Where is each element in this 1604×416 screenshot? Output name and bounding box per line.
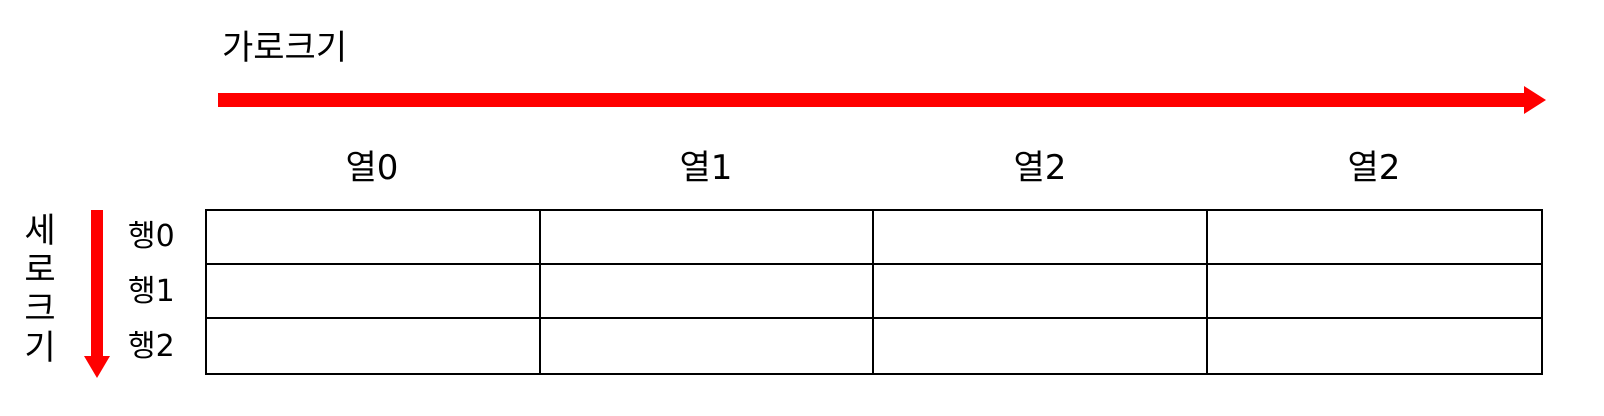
grid-cell — [207, 265, 541, 319]
row-header-1: 행1 — [128, 274, 175, 309]
grid-cell — [874, 265, 1208, 319]
grid-cell — [207, 319, 541, 373]
column-header-0: 열0 — [345, 148, 399, 188]
vertical-size-label-char: 세 — [24, 211, 56, 251]
grid-cell — [1207, 211, 1541, 265]
vertical-size-label-char: 기 — [24, 328, 56, 368]
vertical-size-label-char: 크 — [24, 289, 56, 329]
grid-cell — [540, 211, 874, 265]
grid-table — [205, 209, 1543, 375]
grid-cell — [1207, 265, 1541, 319]
column-header-2: 열2 — [1013, 148, 1067, 188]
vertical-size-label: 세 로 크 기 — [20, 212, 60, 368]
horizontal-arrow-icon — [218, 86, 1546, 114]
horizontal-size-label: 가로크기 — [222, 28, 348, 68]
column-header-1: 열1 — [679, 148, 733, 188]
vertical-arrow-icon — [84, 210, 110, 378]
row-header-2: 행2 — [128, 329, 175, 364]
row-header-0: 행0 — [128, 219, 175, 254]
grid-cell — [540, 265, 874, 319]
grid-cell — [1208, 319, 1542, 373]
grid-cell — [207, 211, 541, 265]
grid-cell — [874, 319, 1208, 373]
grid-cell — [541, 319, 874, 373]
grid-cell — [874, 211, 1208, 265]
column-header-3: 열2 — [1347, 148, 1401, 188]
vertical-size-label-char: 로 — [24, 250, 56, 290]
